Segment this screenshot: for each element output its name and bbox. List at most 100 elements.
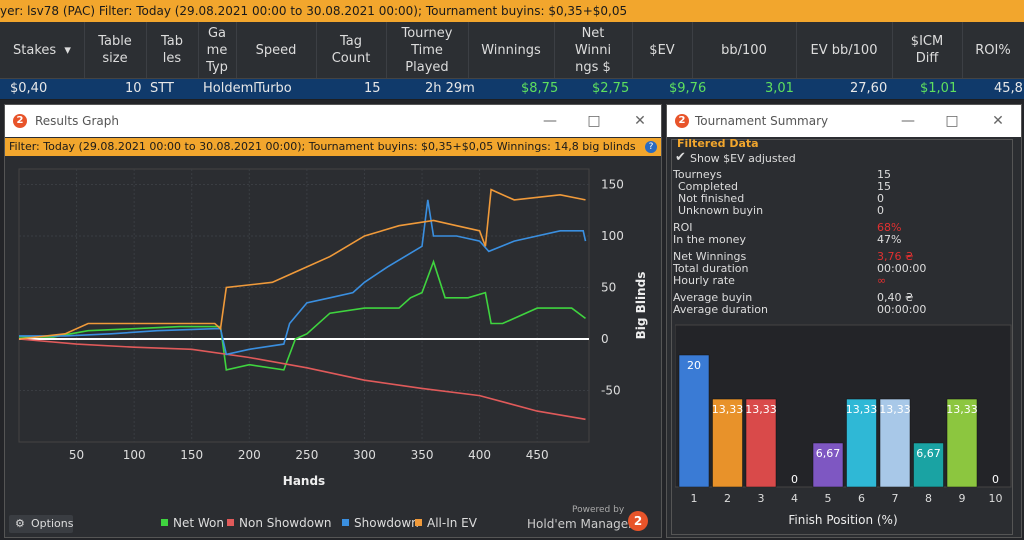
cell-roi: 45,8: [994, 81, 1023, 96]
x-tick-label: 200: [238, 448, 261, 462]
cell-net-winnings: $2,75: [592, 81, 630, 96]
bar-x-axis-label: Finish Position (%): [788, 513, 897, 527]
finish-position-bar-chart: 20 1 13,33 2 13,33 3 0 4 6,67 5 13,33 6 13,33 7 6,67 8 1…: [675, 324, 1012, 527]
x-tick-label: 150: [180, 448, 203, 462]
col-tag-count[interactable]: Tag Count: [316, 22, 387, 78]
legend-label: Non Showdown: [239, 516, 332, 530]
x-tick-label: 100: [123, 448, 146, 462]
summary-label: Completed: [678, 180, 738, 193]
summary-value: 3,76 ₴: [877, 250, 914, 263]
summary-label: Total duration: [673, 262, 749, 275]
bar-value-label: 6,67: [816, 447, 841, 460]
bar-value-label: 13,33: [745, 403, 777, 416]
summary-label: Average duration: [673, 303, 768, 316]
x-tick-label: 250: [295, 448, 318, 462]
x-tick-label: 400: [468, 448, 491, 462]
bar-category-label: 4: [791, 492, 798, 505]
results-graph-titlebar[interactable]: 2 Results Graph — □ ✕: [5, 105, 661, 137]
filtered-data-heading: Filtered Data: [677, 137, 759, 150]
close-icon[interactable]: ✕: [992, 113, 1004, 129]
cell-stakes: $0,40: [10, 81, 48, 96]
summary-value: 0: [877, 204, 884, 217]
y-tick-label: 0: [601, 332, 609, 346]
summary-value: 47%: [877, 233, 902, 246]
bar-category-label: 6: [858, 492, 865, 505]
minimize-icon[interactable]: —: [543, 113, 557, 129]
col-game-type[interactable]: Ga me Typ: [198, 22, 237, 78]
bar: [712, 398, 743, 488]
show-ev-label[interactable]: Show $EV adjusted: [690, 152, 796, 165]
col-icm-diff[interactable]: $ICM Diff: [892, 22, 963, 78]
col-ev[interactable]: $EV: [632, 22, 693, 78]
results-line-chart: 50 100 150 200 250 300 350 400 450 150 100 50 0 -50 Ha…: [18, 168, 648, 530]
cell-speed: Turbo: [256, 81, 292, 96]
minimize-icon[interactable]: —: [901, 113, 915, 129]
col-speed[interactable]: Speed: [236, 22, 317, 78]
summary-value: 68%: [877, 221, 902, 234]
legend-label: Showdown: [354, 516, 419, 530]
x-tick-label: 350: [411, 448, 434, 462]
legend-swatch: [342, 519, 349, 526]
summary-label: Net Winnings: [673, 250, 747, 263]
powered-by-text: Powered by: [572, 505, 625, 515]
col-ev-bb100[interactable]: EV bb/100: [796, 22, 893, 78]
summary-titlebar[interactable]: 2 Tournament Summary — □ ✕: [667, 105, 1021, 137]
bar-category-label: 5: [825, 492, 832, 505]
cell-tables: STT: [150, 81, 174, 96]
cell-icm-diff: $1,01: [920, 81, 958, 96]
summary-value: ∞: [877, 274, 887, 287]
options-button[interactable]: ⚙ Options: [9, 515, 73, 533]
maximize-icon[interactable]: □: [587, 113, 601, 129]
brand-name: Hold'em Manager: [527, 517, 634, 531]
bar-value-label: 6,67: [916, 447, 941, 460]
cell-bb100: 3,01: [765, 81, 794, 96]
summary-label: In the money: [673, 233, 746, 246]
results-graph-window: 2 Results Graph — □ ✕ Filter: Today (29.…: [4, 104, 662, 538]
results-graph-title: Results Graph: [35, 114, 119, 128]
col-stakes[interactable]: Stakes ▾: [0, 22, 85, 78]
col-tables[interactable]: Tab les: [146, 22, 199, 78]
bar-value-label: 20: [687, 359, 701, 372]
filter-status-bar: yer: lsv78 (PAC) Filter: Today (29.08.20…: [0, 0, 1024, 22]
col-net-winnings[interactable]: Net Winni ngs $: [554, 22, 633, 78]
bar: [812, 442, 844, 488]
bar-category-label: 8: [925, 492, 932, 505]
bar-category-label: 9: [959, 492, 966, 505]
hm-logo-icon: 2: [675, 114, 689, 128]
col-winnings[interactable]: Winnings: [468, 22, 555, 78]
summary-value: 15: [877, 168, 891, 181]
hm-brand-logo-icon: 2: [628, 511, 648, 531]
bar-category-label: 3: [758, 492, 765, 505]
series-line: [18, 188, 586, 340]
help-icon[interactable]: ?: [645, 141, 657, 153]
summary-label: Hourly rate: [673, 274, 735, 287]
y-axis-label: Big Blinds: [634, 272, 648, 340]
col-tourney-time[interactable]: Tourney Time Played: [386, 22, 469, 78]
y-tick-label: 150: [601, 177, 624, 191]
col-bb100[interactable]: bb/100: [692, 22, 797, 78]
maximize-icon[interactable]: □: [945, 113, 959, 129]
series-line: [19, 259, 586, 371]
y-tick-label: 50: [601, 280, 616, 294]
bar-category-label: 2: [724, 492, 731, 505]
table-row[interactable]: $0,40 10 STT Holdeml Turbo 15 2h 29m $8,…: [0, 79, 1024, 99]
series-line: [19, 199, 587, 356]
close-icon[interactable]: ✕: [634, 113, 646, 129]
checkbox-checked-icon[interactable]: ✔: [675, 150, 686, 165]
summary-label: Unknown buyin: [678, 204, 764, 217]
legend-swatch: [227, 519, 234, 526]
summary-value: 0: [877, 192, 884, 205]
cell-winnings: $8,75: [521, 81, 559, 96]
bar: [678, 354, 710, 488]
bar-value-label: 0: [992, 473, 999, 486]
summary-value: 15: [877, 180, 891, 193]
col-table-size[interactable]: Table size: [84, 22, 147, 78]
bar: [846, 398, 877, 488]
col-roi[interactable]: ROI%: [975, 42, 1011, 58]
options-label: Options: [31, 517, 74, 530]
summary-label: Tourneys: [673, 168, 722, 181]
bar-value-label: 13,33: [946, 403, 978, 416]
bar: [913, 442, 944, 488]
gear-icon: ⚙: [15, 517, 25, 530]
summary-value: 0,40 ₴: [877, 291, 914, 304]
